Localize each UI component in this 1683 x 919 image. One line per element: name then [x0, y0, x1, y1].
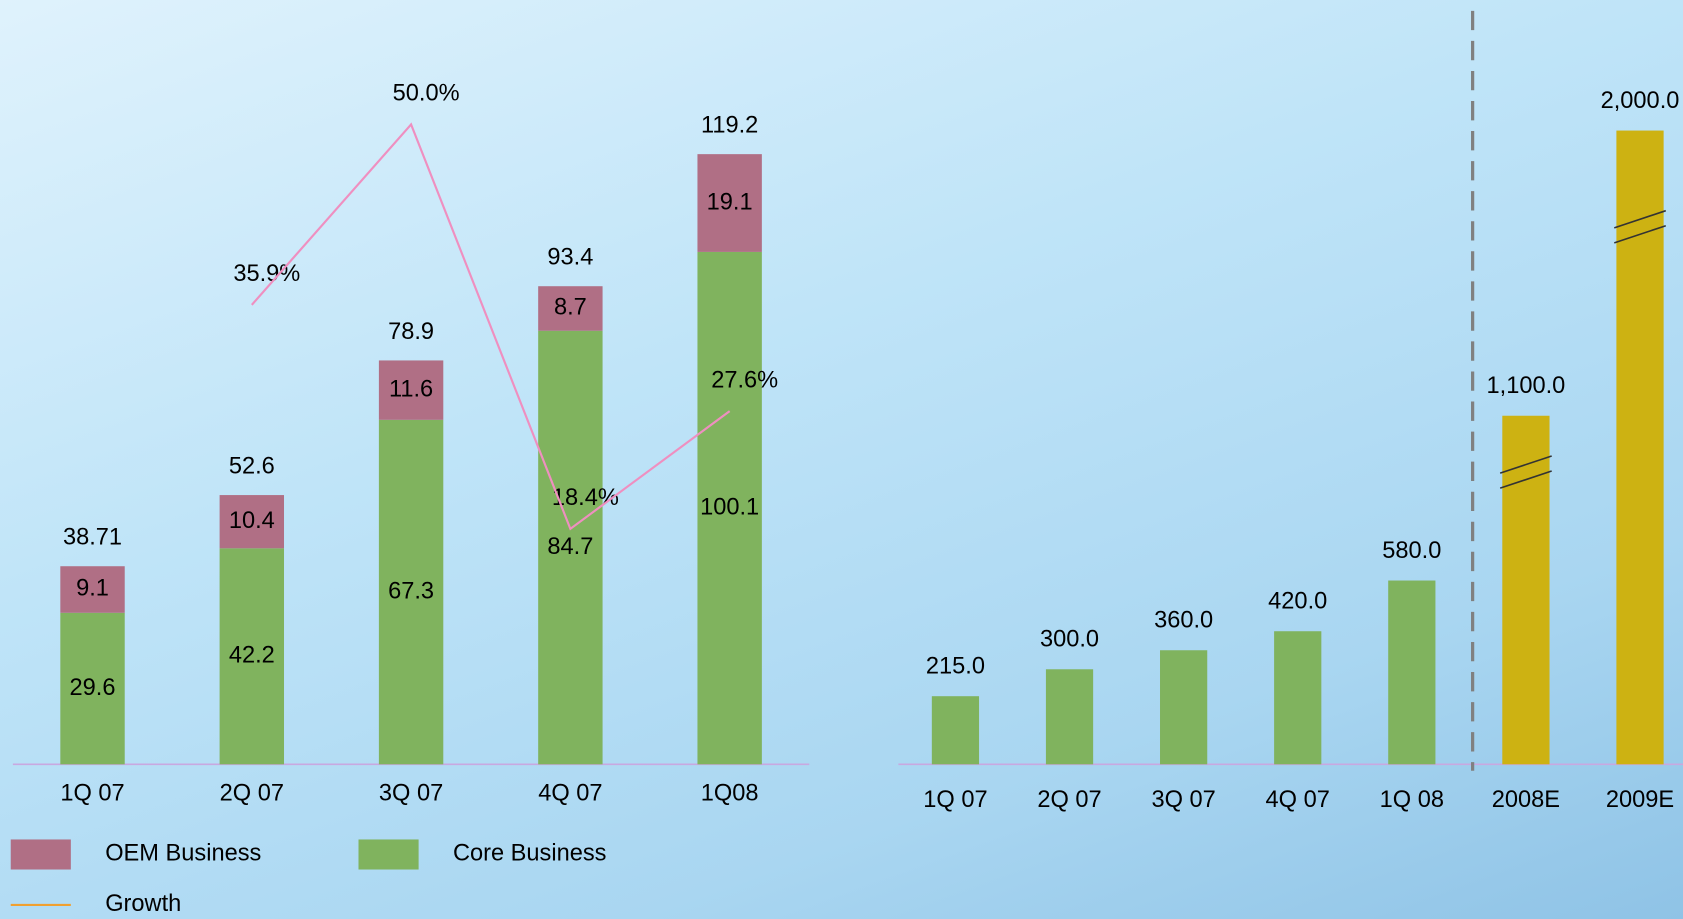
- total-label: 93.4: [547, 245, 593, 271]
- line-label: 18.4%: [552, 485, 619, 511]
- bar-label: 84.7: [547, 534, 593, 560]
- total-label: 38.71: [63, 525, 122, 551]
- legend-swatch: [358, 839, 419, 870]
- bar: [931, 696, 980, 765]
- x-tick-label: 1Q 07: [923, 787, 987, 813]
- legend-swatch: [10, 839, 71, 870]
- growth-line: [251, 122, 731, 531]
- line-label: 50.0%: [393, 81, 460, 107]
- axis-break: [1499, 455, 1552, 474]
- bar-label: 1,100.0: [1487, 373, 1566, 399]
- bar-label: 42.2: [229, 643, 275, 669]
- bar-label: 9.1: [76, 576, 109, 602]
- axis-break: [1613, 224, 1667, 244]
- bar-segment: [538, 286, 603, 331]
- bar-label: 8.7: [554, 295, 587, 321]
- x-tick-label: 2009E: [1606, 787, 1674, 813]
- bar-label: 67.3: [388, 578, 434, 604]
- bar: [1616, 130, 1664, 765]
- bar-label: 29.6: [70, 675, 116, 701]
- bar-label: 100.1: [700, 494, 759, 520]
- axis-break: [1613, 209, 1667, 229]
- bar-segment: [219, 548, 285, 765]
- x-tick-label: 3Q 07: [1151, 787, 1215, 813]
- bar-label: 580.0: [1382, 538, 1441, 564]
- line-label: 27.6%: [711, 367, 778, 393]
- bar-label: 300.0: [1040, 627, 1099, 653]
- line-label: 35.9%: [233, 261, 300, 287]
- bar-segment: [60, 612, 125, 765]
- total-label: 78.9: [388, 319, 434, 345]
- x-tick-label: 4Q 07: [538, 781, 602, 807]
- x-tick-label: 2008E: [1492, 787, 1560, 813]
- x-tick-label: 1Q 07: [60, 781, 124, 807]
- x-tick-label: 2Q 07: [1037, 787, 1101, 813]
- bar-segment: [378, 360, 444, 420]
- bar-segment: [378, 419, 444, 765]
- x-tick-label: 4Q 07: [1266, 787, 1330, 813]
- bar: [1502, 415, 1550, 765]
- bar-label: 215.0: [926, 653, 985, 679]
- bar-label: 420.0: [1268, 588, 1327, 614]
- bar-segment: [697, 154, 762, 252]
- x-tick-label: 1Q08: [701, 781, 759, 807]
- bar: [1160, 650, 1208, 765]
- bar: [1274, 631, 1322, 765]
- bar-label: 19.1: [707, 189, 753, 215]
- bar-label: 10.4: [229, 508, 275, 534]
- bar-segment: [538, 330, 603, 765]
- bar-segment: [697, 251, 762, 765]
- x-tick-label: 2Q 07: [220, 781, 284, 807]
- bar: [1388, 580, 1436, 765]
- total-label: 119.2: [701, 112, 758, 138]
- x-tick-label: 3Q 07: [379, 781, 443, 807]
- bar-label: 2,000.0: [1601, 88, 1680, 114]
- total-label: 52.6: [229, 453, 275, 479]
- legend-label: Growth: [105, 891, 181, 917]
- bar-segment: [219, 495, 285, 549]
- bar-label: 360.0: [1154, 608, 1213, 634]
- x-tick-label: 1Q 08: [1380, 787, 1444, 813]
- bar: [1045, 669, 1094, 765]
- bar-label: 11.6: [389, 376, 433, 402]
- axis-break: [1499, 470, 1552, 489]
- legend-label: OEM Business: [105, 841, 261, 867]
- bar-segment: [60, 566, 125, 613]
- legend-label: Core Business: [453, 841, 607, 867]
